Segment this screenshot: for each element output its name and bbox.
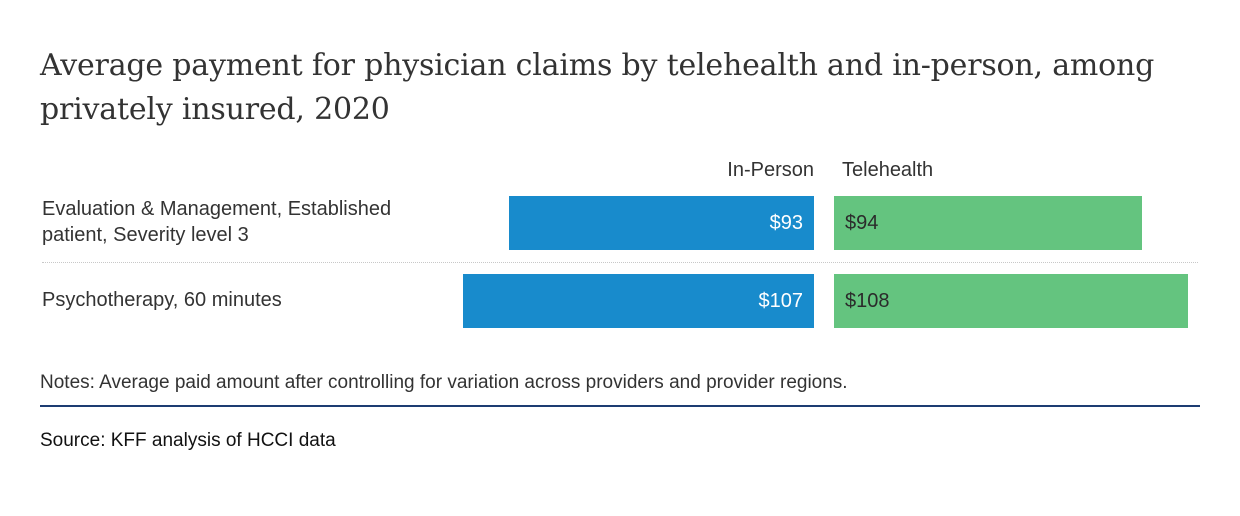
bar-in-person-evaluation-management: $93 bbox=[508, 196, 814, 250]
category-label-evaluation-management: Evaluation & Management, Established pat… bbox=[42, 198, 392, 246]
chart-notes: Notes: Average paid amount after control… bbox=[40, 372, 848, 393]
row-divider bbox=[42, 262, 1198, 263]
chart-source: Source: KFF analysis of HCCI data bbox=[40, 430, 336, 451]
data-label-telehealth-evaluation-management: $94 bbox=[845, 212, 879, 234]
data-label-telehealth-psychotherapy: $108 bbox=[845, 290, 890, 312]
data-label-in-person-psychotherapy: $107 bbox=[758, 290, 803, 312]
bar-telehealth-psychotherapy: $108 bbox=[834, 274, 1189, 328]
category-label-psychotherapy: Psychotherapy, 60 minutes bbox=[42, 289, 282, 311]
column-header-in-person: In-Person bbox=[727, 159, 814, 181]
data-label-in-person-evaluation-management: $93 bbox=[769, 212, 803, 234]
column-header-telehealth: Telehealth bbox=[842, 159, 934, 181]
chart-title: Average payment for physician claims by … bbox=[40, 48, 1155, 127]
bar-telehealth-evaluation-management: $94 bbox=[834, 196, 1143, 250]
bar-in-person-psychotherapy: $107 bbox=[463, 274, 814, 328]
footer-rule bbox=[40, 405, 1200, 407]
